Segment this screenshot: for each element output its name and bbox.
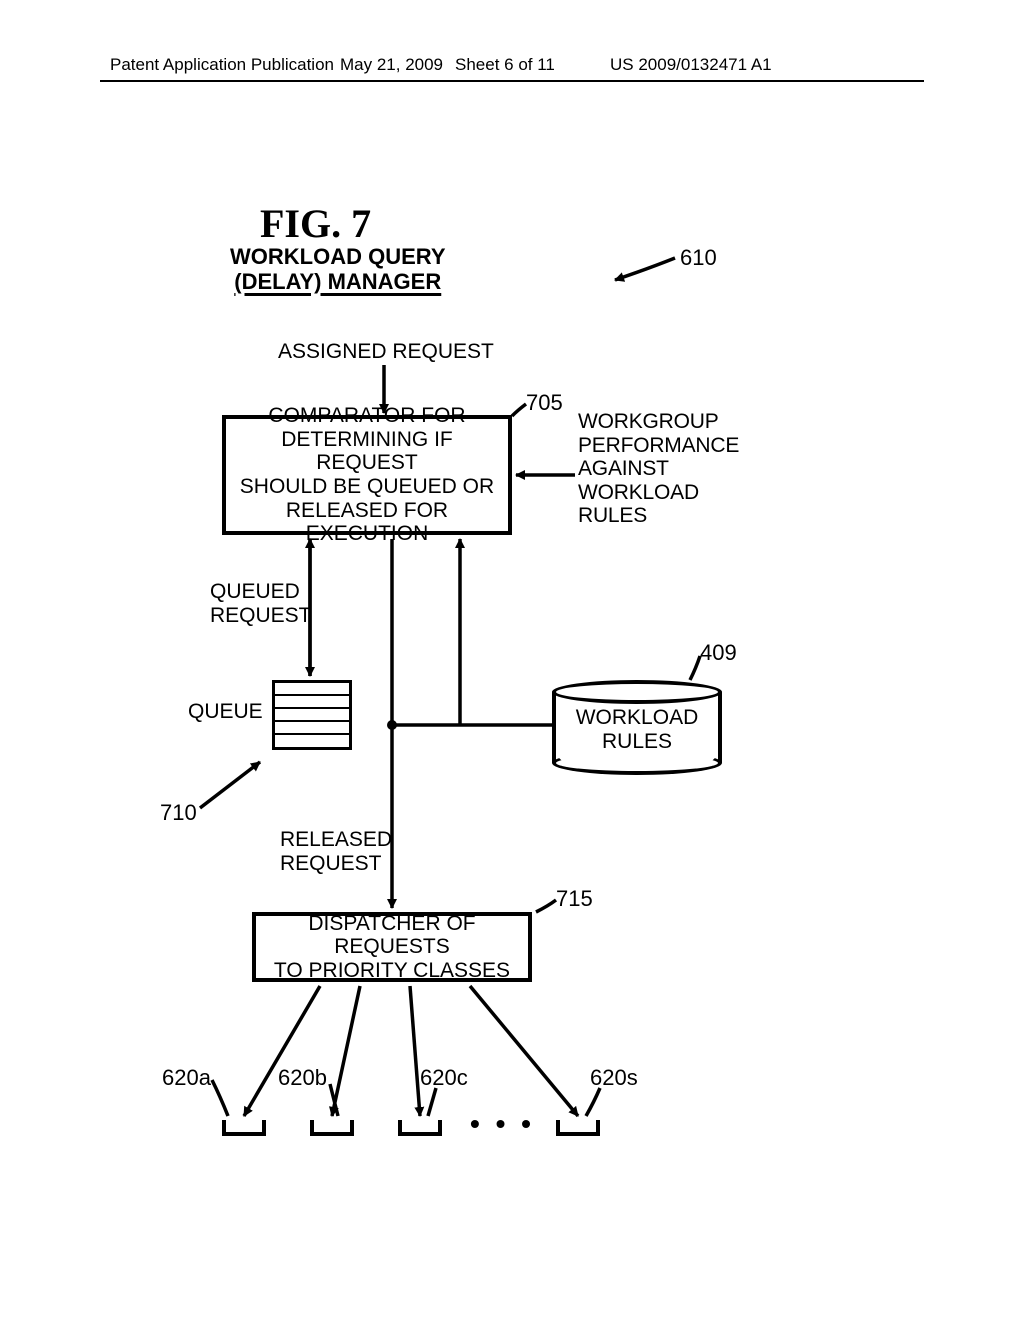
label-assigned-request: ASSIGNED REQUEST [278, 340, 494, 364]
header-pubtype: Patent Application Publication [110, 55, 334, 75]
ellipsis-dots: • • • [470, 1108, 535, 1140]
queue-stack [272, 680, 352, 750]
dispatcher-box: DISPATCHER OF REQUESTS TO PRIORITY CLASS… [252, 912, 532, 982]
comparator-text: COMPARATOR FOR DETERMINING IF REQUEST SH… [236, 404, 498, 545]
dispatcher-l1: DISPATCHER OF REQUESTS [308, 912, 475, 959]
header-date: May 21, 2009 [340, 55, 443, 75]
comparator-l1: COMPARATOR FOR [268, 404, 465, 427]
ref-620s: 620s [590, 1065, 638, 1091]
ref-620a: 620a [162, 1065, 211, 1091]
ref-620c: 620c [420, 1065, 468, 1091]
workgroup-l2: PERFORMANCE [578, 434, 739, 457]
label-queue: QUEUE [188, 700, 263, 724]
patent-page: Patent Application Publication May 21, 2… [0, 0, 1024, 1320]
ref-715: 715 [556, 886, 593, 912]
workload-rules-db: WORKLOAD RULES [552, 680, 722, 775]
queued-l2: REQUEST [210, 604, 312, 627]
dispatcher-text: DISPATCHER OF REQUESTS TO PRIORITY CLASS… [266, 912, 518, 983]
queue-row [275, 722, 349, 735]
ref-610: 610 [680, 245, 717, 271]
db-l1: WORKLOAD [576, 706, 699, 729]
figure-subtitle: WORKLOAD QUERY (DELAY) MANAGER [230, 245, 446, 294]
figure-subtitle-l2: (DELAY) MANAGER [234, 269, 441, 294]
db-l2: RULES [602, 730, 672, 753]
db-bottom [552, 751, 722, 775]
figure-title: FIG. 7 [260, 200, 371, 247]
released-l1: RELEASED [280, 828, 392, 851]
ref-705: 705 [526, 390, 563, 416]
comparator-l2: DETERMINING IF REQUEST [281, 428, 453, 475]
workgroup-l5: RULES [578, 504, 647, 527]
workgroup-l3: AGAINST [578, 457, 669, 480]
header-rule [100, 80, 924, 82]
comparator-l4: RELEASED FOR EXECUTION [286, 499, 448, 546]
ref-620b: 620b [278, 1065, 327, 1091]
ref-710: 710 [160, 800, 197, 826]
released-l2: REQUEST [280, 852, 382, 875]
label-queued-request: QUEUED REQUEST [210, 580, 312, 627]
workgroup-l1: WORKGROUP [578, 410, 719, 433]
header-pubno: US 2009/0132471 A1 [610, 55, 772, 75]
ref-409: 409 [700, 640, 737, 666]
queued-l1: QUEUED [210, 580, 300, 603]
label-workgroup-perf: WORKGROUP PERFORMANCE AGAINST WORKLOAD R… [578, 410, 739, 528]
queue-row [275, 709, 349, 722]
comparator-box: COMPARATOR FOR DETERMINING IF REQUEST SH… [222, 415, 512, 535]
comparator-l3: SHOULD BE QUEUED OR [240, 475, 494, 498]
figure-subtitle-l1: WORKLOAD QUERY [230, 244, 446, 269]
label-released-request: RELEASED REQUEST [280, 828, 392, 875]
bucket-620c [398, 1120, 442, 1136]
queue-row [275, 735, 349, 748]
dispatcher-l2: TO PRIORITY CLASSES [274, 959, 510, 982]
header-sheet: Sheet 6 of 11 [455, 55, 555, 75]
queue-row [275, 683, 349, 696]
bucket-620s [556, 1120, 600, 1136]
workgroup-l4: WORKLOAD [578, 481, 699, 504]
bucket-620b [310, 1120, 354, 1136]
db-top [552, 680, 722, 704]
bucket-620a [222, 1120, 266, 1136]
queue-row [275, 696, 349, 709]
db-text: WORKLOAD RULES [552, 706, 722, 753]
